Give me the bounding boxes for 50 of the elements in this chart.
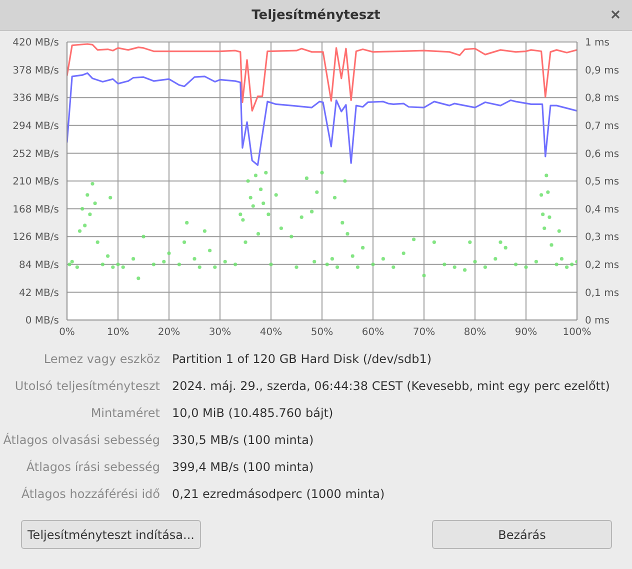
text: Partition 1 of 120 GB Hard Disk (/dev/sdb1) (172, 352, 432, 366)
y2-tick-label: 0,4 ms (585, 204, 620, 216)
y2-tick-label: 1 ms (585, 38, 610, 49)
text: 2024. máj. 29., szerda, 06:44:38 CEST (Kevesebb, mint egy perc ezelőtt) (172, 378, 610, 392)
y2-tick-label: 0,9 ms (585, 65, 620, 76)
x-tick-label: 80% (464, 327, 486, 338)
x-tick-label: 60% (362, 327, 384, 338)
text: Átlagos olvasási sebesség (2, 432, 161, 446)
x-tick-label: 100% (562, 327, 592, 338)
text: Átlagos hozzáférési idő (20, 486, 161, 500)
x-tick-label: 30% (208, 327, 232, 338)
y-tick-label: 294 MB/s (12, 120, 59, 132)
y2-tick-label: 0,2 ms (585, 260, 620, 271)
line-series (67, 43, 577, 112)
y-tick-label: 336 MB/s (12, 93, 59, 104)
text: Bezárás (432, 520, 612, 549)
y-tick-label: 252 MB/s (12, 148, 59, 160)
y2-tick-label: 0,5 ms (585, 176, 620, 188)
text: 330,5 MB/s (100 minta) (172, 432, 314, 446)
y2-tick-label: 0,6 ms (585, 148, 620, 160)
y2-tick-label: 0 ms (585, 316, 610, 327)
y2-tick-label: 0,8 ms (585, 93, 620, 104)
line-series (67, 72, 577, 166)
text: 399,4 MB/s (100 minta) (172, 460, 314, 474)
text: Utolsó teljesítményteszt (14, 378, 161, 392)
text: 0,21 ezredmásodperc (1000 minta) (172, 486, 385, 500)
y-tick-label: 0 MB/s (25, 316, 59, 327)
text: Átlagos írási sebesség (25, 460, 161, 474)
y-tick-label: 42 MB/s (19, 288, 59, 299)
x-tick-label: 90% (514, 327, 538, 338)
y-tick-label: 168 MB/s (12, 204, 59, 216)
x-tick-label: 10% (106, 327, 130, 338)
x-tick-label: 70% (412, 327, 436, 338)
y-tick-label: 378 MB/s (12, 65, 59, 76)
chart-title: Teljesítményteszt (0, 0, 632, 31)
y-tick-label: 126 MB/s (12, 232, 59, 244)
y-tick-label: 210 MB/s (12, 176, 59, 188)
y2-tick-label: 0,1 ms (585, 288, 620, 299)
y2-tick-label: 0,3 ms (585, 232, 620, 244)
text: Mintaméret (90, 406, 161, 420)
text: 10,0 MiB (10.485.760 bájt) (172, 406, 334, 420)
x-tick-label: 50% (310, 327, 334, 338)
x-tick-label: 20% (158, 327, 180, 338)
y-tick-label: 84 MB/s (19, 260, 59, 271)
y2-tick-label: 0,7 ms (585, 120, 620, 132)
text: Lemez vagy eszköz (42, 352, 161, 366)
y-tick-label: 420 MB/s (12, 38, 59, 49)
text: Teljesítményteszt indítása... (21, 520, 201, 549)
x-tick-label: 0% (59, 327, 75, 338)
x-tick-label: 40% (260, 327, 282, 338)
